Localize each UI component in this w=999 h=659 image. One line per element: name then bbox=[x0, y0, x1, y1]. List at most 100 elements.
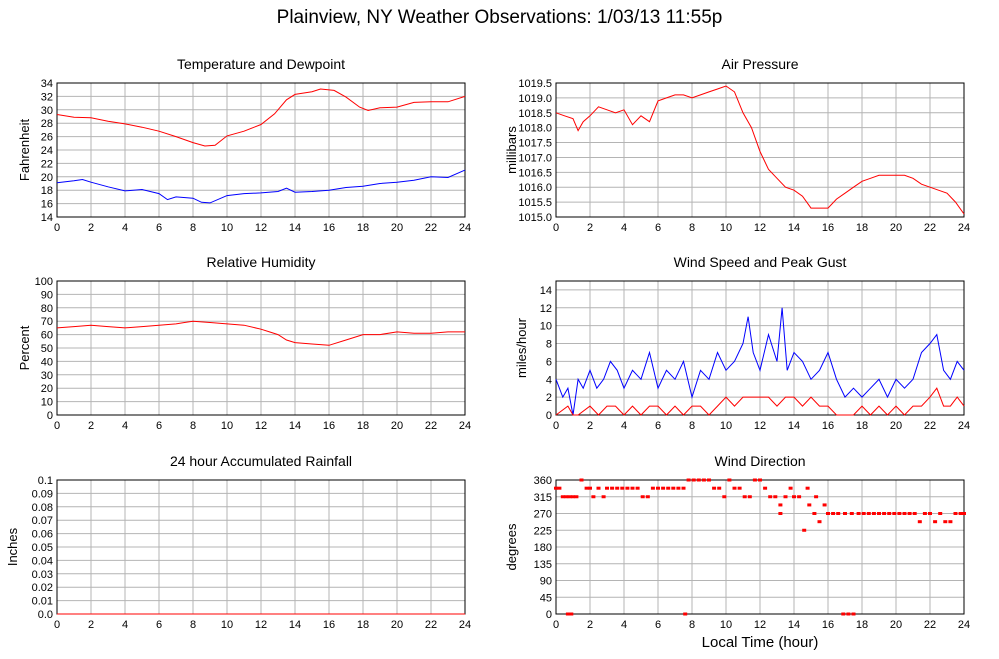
data-point bbox=[742, 495, 747, 499]
x-tick-label: 12 bbox=[754, 222, 766, 234]
x-tick-label: 24 bbox=[958, 222, 970, 234]
y-tick-label: 10 bbox=[540, 321, 552, 333]
data-point bbox=[620, 486, 625, 490]
y-tick-label: 30 bbox=[41, 105, 53, 117]
x-tick-label: 2 bbox=[88, 420, 94, 432]
data-point bbox=[737, 486, 742, 490]
data-point bbox=[897, 512, 902, 515]
x-tick-label: 22 bbox=[425, 420, 437, 432]
y-tick-label: 0.01 bbox=[32, 596, 53, 608]
y-tick-label: 1015.5 bbox=[518, 197, 552, 209]
data-point bbox=[707, 478, 711, 482]
data-point bbox=[574, 495, 579, 499]
data-point bbox=[851, 612, 856, 616]
data-point bbox=[912, 512, 917, 515]
x-tick-label: 6 bbox=[156, 619, 162, 631]
y-tick-label: 16 bbox=[41, 199, 53, 211]
x-tick-label: 6 bbox=[655, 619, 661, 631]
y-tick-label: 135 bbox=[534, 559, 552, 571]
x-tick-label: 18 bbox=[357, 420, 369, 432]
data-point bbox=[712, 486, 717, 490]
data-point bbox=[722, 495, 727, 499]
x-tick-label: 6 bbox=[655, 222, 661, 234]
data-point bbox=[635, 486, 640, 490]
x-tick-label: 20 bbox=[890, 222, 902, 234]
x-tick-label: 14 bbox=[788, 619, 800, 631]
chart-title: Wind Direction bbox=[714, 453, 805, 469]
x-tick-label: 12 bbox=[255, 619, 267, 631]
x-tick-label: 0 bbox=[54, 420, 60, 432]
x-tick-label: 4 bbox=[621, 222, 627, 234]
data-point bbox=[565, 612, 570, 616]
data-point bbox=[676, 486, 681, 490]
x-tick-label: 2 bbox=[88, 222, 94, 234]
data-point bbox=[747, 495, 752, 499]
data-point bbox=[826, 512, 830, 515]
data-point bbox=[822, 503, 827, 507]
x-tick-label: 24 bbox=[958, 420, 970, 432]
data-point bbox=[768, 495, 773, 499]
y-tick-label: 1015.0 bbox=[518, 212, 552, 224]
data-point bbox=[554, 486, 558, 490]
data-point bbox=[807, 503, 812, 507]
x-tick-label: 4 bbox=[621, 420, 627, 432]
x-tick-label: 8 bbox=[689, 420, 695, 432]
y-tick-label: 26 bbox=[41, 132, 53, 144]
x-tick-label: 16 bbox=[822, 420, 834, 432]
data-point bbox=[569, 612, 574, 616]
x-tick-label: 10 bbox=[720, 420, 732, 432]
data-point bbox=[902, 512, 907, 515]
x-tick-label: 14 bbox=[788, 222, 800, 234]
x-tick-label: 0 bbox=[54, 619, 60, 631]
y-tick-label: 6 bbox=[546, 356, 552, 368]
data-point bbox=[871, 512, 876, 515]
data-point bbox=[817, 520, 822, 524]
series-line bbox=[555, 307, 965, 416]
data-point bbox=[773, 495, 778, 499]
data-point bbox=[630, 486, 635, 490]
y-tick-label: 0.08 bbox=[32, 502, 53, 514]
data-point bbox=[856, 512, 861, 515]
series-line bbox=[56, 169, 466, 204]
y-tick-label: 0.05 bbox=[32, 542, 53, 554]
pressure-chart: 0 2 4 6 8 10 12 14 16 18 20 22 241015.01015.51016.01… bbox=[504, 56, 970, 234]
x-tick-label: 16 bbox=[323, 619, 335, 631]
x-tick-label: 0 bbox=[553, 222, 559, 234]
x-tick-label: 12 bbox=[255, 222, 267, 234]
y-tick-label: 4 bbox=[546, 374, 552, 386]
x-tick-label: 6 bbox=[156, 420, 162, 432]
y-tick-label: 0.07 bbox=[32, 515, 53, 527]
y-tick-label: 1019.0 bbox=[518, 93, 552, 105]
data-point bbox=[591, 495, 596, 499]
y-tick-label: 20 bbox=[41, 172, 53, 184]
x-tick-label: 22 bbox=[425, 619, 437, 631]
x-tick-label: 14 bbox=[289, 222, 301, 234]
x-tick-label: 16 bbox=[822, 619, 834, 631]
data-point bbox=[802, 528, 807, 532]
plot-frame bbox=[56, 82, 466, 218]
data-point bbox=[610, 486, 615, 490]
y-axis-label: Fahrenheit bbox=[17, 119, 32, 182]
y-axis-label: degrees bbox=[504, 523, 519, 570]
y-tick-label: 45 bbox=[540, 592, 552, 604]
data-point bbox=[683, 612, 688, 616]
y-tick-label: 0.03 bbox=[32, 569, 53, 581]
x-tick-label: 6 bbox=[156, 222, 162, 234]
y-tick-label: 1017.0 bbox=[518, 152, 552, 164]
data-point bbox=[584, 486, 589, 490]
x-tick-label: 16 bbox=[822, 222, 834, 234]
x-tick-label: 14 bbox=[289, 420, 301, 432]
direction-chart: 0 2 4 6 8 10 12 14 16 18 20 22 240459013518022527031… bbox=[504, 453, 970, 631]
data-point bbox=[877, 512, 881, 515]
chart-title: Wind Speed and Peak Gust bbox=[674, 254, 847, 270]
x-tick-label: 2 bbox=[587, 222, 593, 234]
plot-frame bbox=[555, 82, 965, 218]
x-tick-label: 0 bbox=[553, 420, 559, 432]
data-point bbox=[866, 512, 871, 515]
humidity-chart: 0 2 4 6 8 10 12 14 16 18 20 22 240102030405060708090… bbox=[17, 254, 471, 432]
x-tick-label: 20 bbox=[890, 420, 902, 432]
y-tick-label: 18 bbox=[41, 185, 53, 197]
y-tick-label: 0.09 bbox=[32, 488, 53, 500]
data-point bbox=[814, 495, 819, 499]
